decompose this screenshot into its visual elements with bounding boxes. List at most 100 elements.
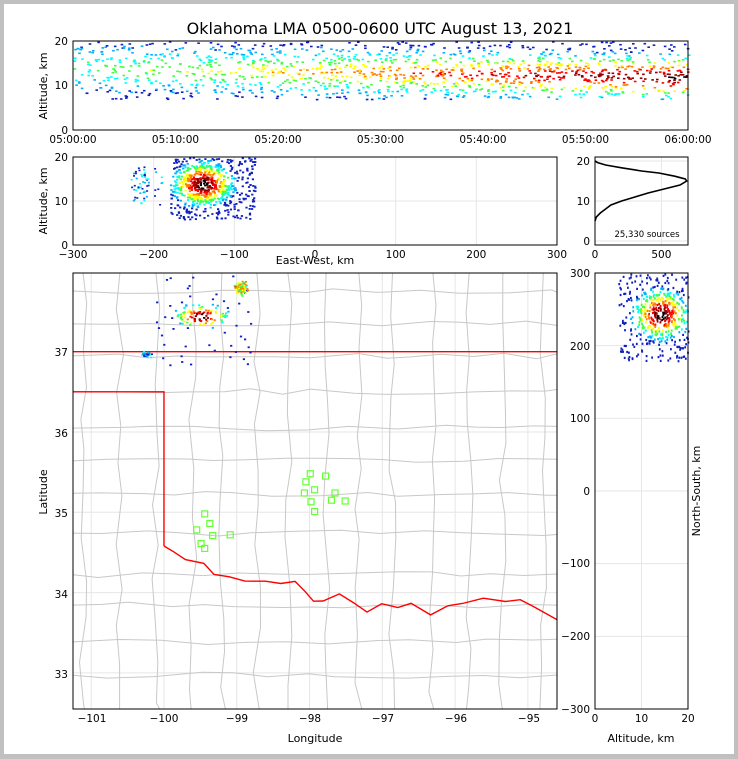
- density-cell: [216, 197, 219, 200]
- density-cell: [206, 312, 209, 315]
- density-cell: [675, 312, 677, 315]
- density-cell: [641, 350, 644, 353]
- density-cell: [247, 186, 251, 188]
- density-cell: [673, 318, 675, 321]
- density-cell: [614, 61, 617, 64]
- density-cell: [210, 178, 213, 181]
- density-cell: [189, 295, 192, 298]
- density-cell: [215, 181, 218, 184]
- density-cell: [357, 41, 360, 43]
- density-cell: [638, 321, 641, 324]
- density-cell: [197, 200, 200, 203]
- density-cell: [566, 50, 569, 53]
- density-cell: [144, 72, 148, 74]
- density-cell: [619, 293, 622, 297]
- density-cell: [169, 305, 172, 307]
- density-cell: [244, 197, 247, 200]
- density-cell: [271, 71, 275, 74]
- density-cell: [253, 205, 256, 208]
- density-cell: [555, 63, 558, 65]
- density-cell: [87, 63, 90, 66]
- density-cell: [592, 58, 596, 60]
- density-cell: [73, 68, 77, 70]
- density-cell: [579, 59, 583, 62]
- density-cell: [678, 339, 681, 342]
- density-cell: [188, 188, 191, 190]
- density-cell: [682, 66, 686, 69]
- density-cell: [651, 331, 653, 334]
- density-cell: [185, 185, 189, 188]
- density-cell: [219, 174, 222, 176]
- density-cell: [501, 86, 505, 88]
- county-line: [73, 571, 557, 579]
- density-cell: [91, 50, 95, 52]
- density-cell: [183, 194, 186, 197]
- density-cell: [221, 185, 224, 187]
- density-cell: [465, 75, 468, 78]
- density-cell: [195, 55, 199, 57]
- density-cell: [187, 169, 190, 172]
- density-cell: [188, 184, 191, 186]
- density-cell: [199, 320, 203, 323]
- density-cell: [73, 60, 77, 62]
- y-tick-label: 0: [61, 125, 68, 137]
- density-cell: [564, 72, 568, 74]
- density-cell: [249, 83, 252, 86]
- density-cell: [328, 96, 332, 99]
- density-cell: [210, 318, 214, 321]
- density-cell: [664, 67, 668, 70]
- density-cell: [640, 308, 642, 311]
- density-cell: [662, 329, 664, 332]
- density-cell: [679, 347, 682, 350]
- density-cell: [556, 53, 560, 56]
- density-cell: [625, 52, 628, 55]
- density-cell: [459, 52, 463, 55]
- density-cell: [206, 170, 209, 173]
- station-marker: [327, 496, 335, 504]
- density-cell: [645, 329, 647, 332]
- density-cell: [253, 44, 257, 46]
- density-cell: [180, 181, 183, 183]
- density-cell: [670, 333, 672, 336]
- density-cell: [419, 54, 422, 56]
- density-cell: [205, 166, 208, 169]
- density-cell: [195, 159, 198, 161]
- station-marker: [341, 497, 349, 505]
- density-cell: [249, 204, 252, 207]
- density-cell: [644, 312, 647, 315]
- density-cell: [614, 64, 617, 67]
- density-cell: [641, 95, 645, 98]
- density-cell: [341, 75, 344, 78]
- density-cell: [459, 61, 462, 63]
- density-cell: [240, 215, 243, 217]
- density-cell: [247, 289, 249, 291]
- x-tick-label: 500: [651, 249, 671, 261]
- density-cell: [385, 58, 388, 61]
- density-cell: [516, 75, 519, 77]
- density-cell: [330, 58, 333, 61]
- density-cell: [160, 176, 163, 179]
- density-cell: [180, 355, 183, 358]
- density-cell: [292, 78, 295, 81]
- density-cell: [208, 344, 211, 347]
- density-cell: [385, 96, 388, 99]
- density-cell: [254, 84, 257, 86]
- density-cell: [176, 315, 179, 318]
- density-cell: [175, 187, 178, 190]
- density-cell: [170, 189, 173, 191]
- density-cell: [243, 286, 246, 288]
- density-cell: [662, 311, 664, 314]
- density-cell: [176, 178, 179, 181]
- density-cell: [433, 83, 436, 85]
- y-tick-label: −300: [561, 704, 590, 716]
- density-cell: [623, 322, 626, 326]
- density-cell: [204, 189, 207, 192]
- density-cell: [210, 323, 213, 325]
- density-cell: [240, 192, 243, 195]
- density-cell: [256, 76, 259, 78]
- density-cell: [193, 200, 196, 202]
- density-cell: [642, 73, 645, 76]
- density-cell: [122, 66, 125, 68]
- density-cell: [224, 209, 227, 212]
- density-cell: [656, 316, 659, 319]
